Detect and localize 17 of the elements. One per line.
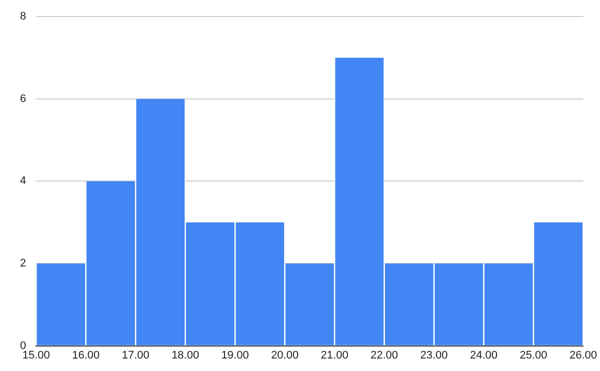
y-tick-label: 8 <box>20 10 26 23</box>
x-tick-label: 25.00 <box>520 349 548 362</box>
x-tick-label: 16.00 <box>72 349 100 362</box>
x-tick-label: 20.00 <box>271 349 299 362</box>
x-tick-label: 22.00 <box>370 349 398 362</box>
y-tick-label: 2 <box>20 258 26 270</box>
y-tick-label: 0 <box>20 340 26 352</box>
x-tick-label: 17.00 <box>122 349 150 362</box>
x-tick-label: 18.00 <box>172 349 200 362</box>
x-tick-label: 26.00 <box>569 349 597 362</box>
x-tick-label: 19.00 <box>221 349 249 362</box>
x-tick-label: 23.00 <box>420 349 448 362</box>
x-tick-label: 15.00 <box>22 349 50 362</box>
x-tick-label: 21.00 <box>320 349 348 362</box>
x-tick-label: 24.00 <box>470 349 498 362</box>
y-tick-label: 6 <box>20 92 26 105</box>
y-tick-label: 4 <box>20 175 26 188</box>
